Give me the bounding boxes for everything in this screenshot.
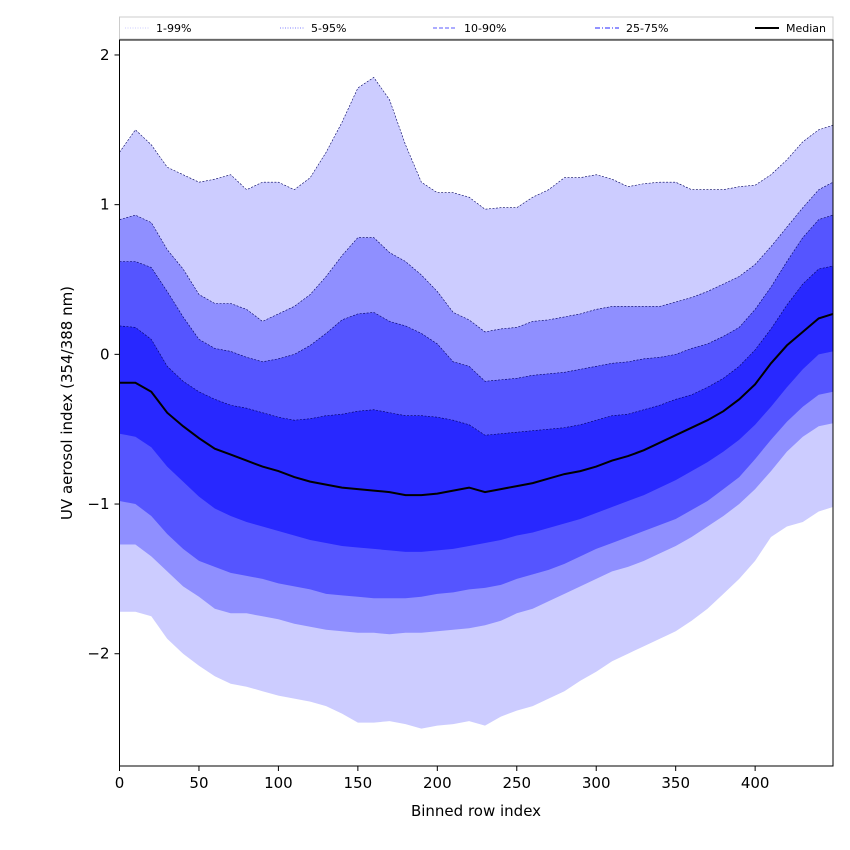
legend-label: Median [786, 22, 826, 35]
band-1-99-upper-edge [119, 76, 834, 210]
legend: 1-99% 5-95% 10-90% 25-75% Median [119, 16, 834, 40]
median-layer [119, 312, 834, 497]
legend-box [119, 16, 834, 40]
band-25-75-area [119, 266, 833, 552]
x-axis-label: Binned row index [411, 802, 541, 820]
median-line [119, 312, 834, 497]
y-tick-label: −1 [87, 495, 109, 513]
legend-label: 1-99% [156, 22, 191, 35]
x-tick-label: 300 [582, 774, 611, 792]
y-tick-label: 1 [100, 196, 110, 214]
y-axis: −2 −1 0 1 2 [87, 46, 120, 663]
x-tick-label: 200 [423, 774, 452, 792]
x-tick-label: 400 [741, 774, 770, 792]
band-25-75-upper-edge [119, 265, 834, 436]
plot-frame [119, 39, 834, 767]
band-10-90-upper-edge [119, 214, 834, 382]
x-tick-label: 150 [344, 774, 373, 792]
legend-label: 25-75% [626, 22, 668, 35]
y-axis-label: UV aerosol index (354/388 nm) [58, 286, 76, 520]
legend-label: 10-90% [464, 22, 506, 35]
x-axis: 0 50 100 150 200 250 300 350 400 [115, 766, 770, 792]
x-tick-label: 50 [189, 774, 208, 792]
x-tick-label: 0 [115, 774, 125, 792]
x-tick-label: 250 [502, 774, 531, 792]
legend-label: 5-95% [311, 22, 346, 35]
band-5-95-upper-edge [119, 181, 834, 333]
y-tick-label: 2 [100, 46, 110, 64]
x-tick-label: 350 [661, 774, 690, 792]
x-tick-label: 100 [264, 774, 293, 792]
y-tick-label: −2 [87, 645, 109, 663]
y-tick-label: 0 [100, 345, 110, 363]
percentile-bands [119, 76, 834, 729]
